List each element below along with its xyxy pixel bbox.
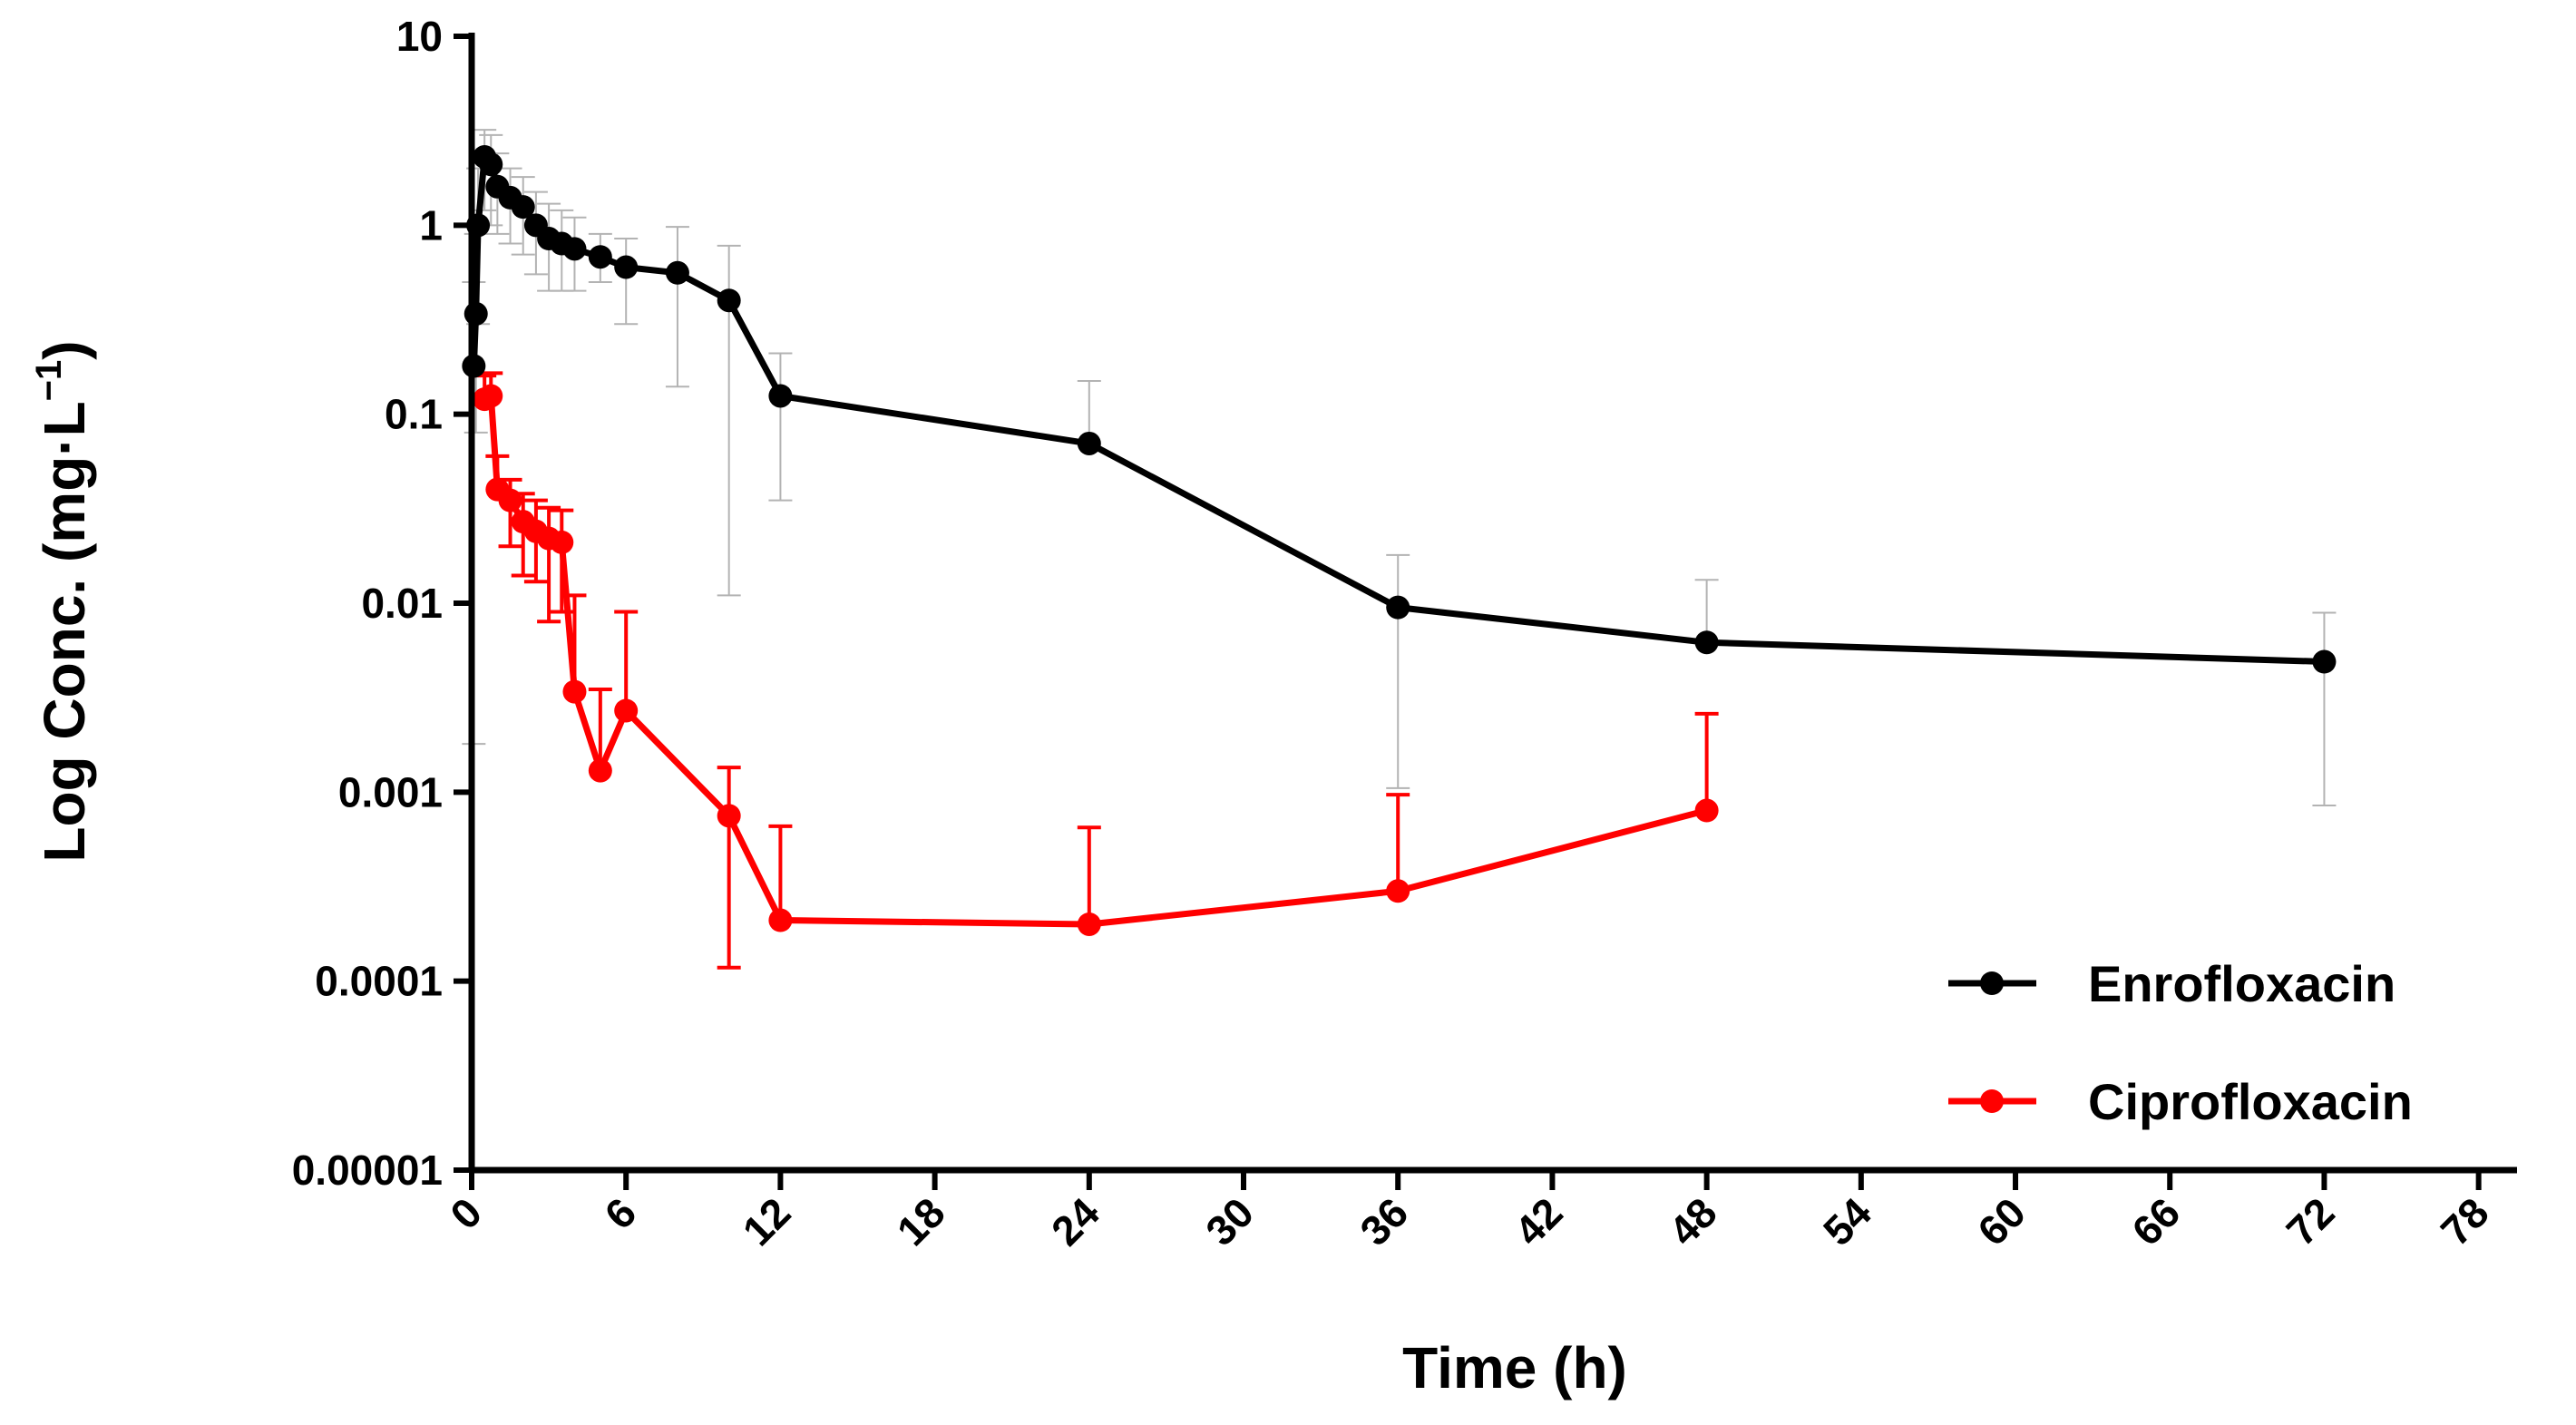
- x-tick-label: 30: [1196, 1188, 1263, 1254]
- x-tick-label: 36: [1351, 1188, 1417, 1254]
- y-axis-title: Log Conc. (mg·L−1): [29, 340, 97, 862]
- legend-marker-enrofloxacin: [1980, 971, 2004, 995]
- x-tick-label: 18: [888, 1188, 954, 1254]
- legend: Enrofloxacin Ciprofloxacin: [1948, 955, 2413, 1130]
- legend-label-ciprofloxacin: Ciprofloxacin: [2088, 1073, 2413, 1130]
- x-tick-label: 42: [1506, 1188, 1572, 1254]
- x-tick-label: 6: [595, 1188, 645, 1238]
- error-bar-ciprofloxacin: [1386, 793, 1410, 892]
- error-bar-ciprofloxacin: [1077, 825, 1101, 924]
- x-tick-label: 78: [2432, 1188, 2498, 1254]
- data-point-ciprofloxacin: [1077, 912, 1101, 936]
- data-point-enrofloxacin: [562, 237, 587, 261]
- data-point-enrofloxacin: [511, 195, 535, 220]
- series-line-ciprofloxacin: [483, 393, 1708, 928]
- error-bar-enrofloxacin: [768, 352, 793, 502]
- x-tick-label: 60: [1968, 1188, 2034, 1254]
- data-point-ciprofloxacin: [717, 804, 741, 828]
- data-point-enrofloxacin: [588, 245, 612, 269]
- x-axis-title: Time (h): [1402, 1335, 1627, 1401]
- x-tick-label: 66: [2122, 1188, 2189, 1254]
- legend-label-enrofloxacin: Enrofloxacin: [2088, 955, 2395, 1012]
- error-bar-enrofloxacin: [614, 238, 639, 326]
- x-tick-label: 54: [1814, 1188, 1880, 1254]
- y-axis-title-main: Log Conc. (mg·L: [32, 401, 97, 862]
- data-point-ciprofloxacin: [479, 384, 503, 408]
- legend-item-enrofloxacin: Enrofloxacin: [1948, 955, 2395, 1012]
- y-tick-label: 1: [419, 201, 443, 249]
- x-tick-label: 72: [2278, 1188, 2344, 1254]
- data-point-enrofloxacin: [665, 260, 689, 285]
- y-tick-label: 0.0001: [315, 958, 443, 1005]
- y-tick-label: 10: [396, 13, 443, 60]
- x-axis-ticks: 0 6 12 18 24 30 36 42 48 54 60 66 72 78: [441, 1170, 2498, 1254]
- data-point-enrofloxacin: [1386, 595, 1410, 620]
- data-point-enrofloxacin: [463, 301, 488, 326]
- data-point-enrofloxacin: [479, 152, 503, 177]
- data-point-ciprofloxacin: [588, 758, 612, 783]
- y-axis-title-superscript: −1: [29, 360, 69, 402]
- y-axis-title-close: ): [32, 340, 97, 359]
- data-point-ciprofloxacin: [562, 679, 587, 704]
- data-point-enrofloxacin: [1694, 630, 1719, 655]
- error-bar-ciprofloxacin: [588, 687, 612, 771]
- data-point-ciprofloxacin: [1386, 879, 1410, 903]
- error-bar-ciprofloxacin: [614, 610, 639, 711]
- error-bar-enrofloxacin: [665, 226, 689, 388]
- data-point-enrofloxacin: [2312, 649, 2337, 674]
- data-point-enrofloxacin: [717, 288, 741, 313]
- error-bar-ciprofloxacin: [768, 824, 793, 921]
- error-bar-ciprofloxacin: [717, 766, 741, 970]
- data-point-ciprofloxacin: [614, 698, 639, 723]
- y-tick-label: 0.00001: [292, 1147, 443, 1194]
- legend-marker-ciprofloxacin: [1980, 1089, 2004, 1113]
- x-tick-label: 0: [441, 1188, 491, 1238]
- data-point-ciprofloxacin: [768, 908, 793, 932]
- data-point-ciprofloxacin: [498, 488, 522, 512]
- y-tick-label: 0.01: [361, 580, 443, 627]
- error-bar-ciprofloxacin: [1694, 711, 1719, 811]
- data-point-ciprofloxacin: [1694, 798, 1719, 823]
- error-bar-enrofloxacin: [1386, 553, 1410, 789]
- error-bar-enrofloxacin: [2312, 611, 2337, 807]
- y-axis-ticks: 10 1 0.1 0.01 0.001 0.0001 0.00001: [292, 13, 472, 1194]
- data-point-enrofloxacin: [1077, 431, 1101, 455]
- data-point-ciprofloxacin: [550, 530, 574, 554]
- data-point-enrofloxacin: [614, 255, 639, 279]
- y-tick-label: 0.1: [385, 391, 443, 438]
- data-point-enrofloxacin: [768, 384, 793, 408]
- series-line-enrofloxacin: [470, 153, 2325, 665]
- x-tick-label: 12: [734, 1188, 800, 1254]
- x-tick-label: 48: [1660, 1188, 1726, 1254]
- y-tick-label: 0.001: [338, 768, 443, 815]
- legend-item-ciprofloxacin: Ciprofloxacin: [1948, 1073, 2413, 1130]
- x-tick-label: 24: [1042, 1188, 1108, 1254]
